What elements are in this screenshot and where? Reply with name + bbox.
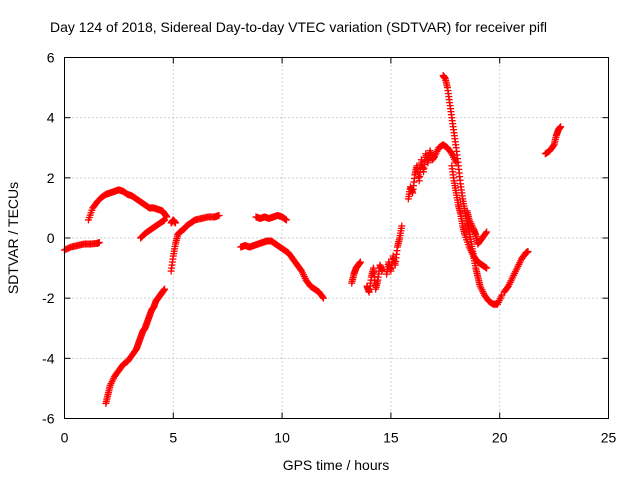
- y-tick-label: 2: [47, 170, 55, 186]
- data-points: [61, 72, 565, 407]
- grid: [64, 57, 609, 419]
- y-tick-label: -2: [42, 290, 55, 306]
- y-tick-label: 4: [47, 110, 55, 126]
- data-point: [171, 219, 179, 227]
- axis-ticks: 0 5 10 15 20 25 -6 -4 -2 0 2 4 6: [42, 50, 616, 446]
- data-point: [549, 142, 557, 150]
- data-point: [482, 229, 490, 237]
- data-point: [161, 216, 169, 224]
- y-tick-label: 6: [47, 50, 55, 66]
- y-tick-label: -4: [42, 350, 55, 366]
- chart-title: Day 124 of 2018, Sidereal Day-to-day VTE…: [50, 19, 547, 35]
- x-tick-label: 20: [492, 430, 508, 446]
- data-point: [215, 211, 223, 219]
- x-tick-label: 5: [169, 430, 177, 446]
- data-point: [319, 294, 327, 302]
- y-axis-label: SDTVAR / TECUs: [5, 182, 21, 294]
- data-point: [398, 222, 406, 230]
- data-point: [524, 248, 532, 256]
- data-point: [161, 285, 169, 293]
- x-tick-label: 25: [601, 430, 617, 446]
- data-point: [356, 258, 364, 266]
- data-point: [95, 239, 103, 247]
- x-axis-label: GPS time / hours: [283, 457, 390, 473]
- data-point: [557, 123, 565, 131]
- x-tick-label: 15: [383, 430, 399, 446]
- data-point: [483, 228, 491, 236]
- data-point: [319, 293, 327, 301]
- y-tick-label: 0: [47, 230, 55, 246]
- x-tick-label: 10: [274, 430, 290, 446]
- data-point: [282, 216, 290, 224]
- y-tick-label: -6: [42, 411, 55, 427]
- x-tick-label: 0: [61, 430, 69, 446]
- data-point: [483, 264, 491, 272]
